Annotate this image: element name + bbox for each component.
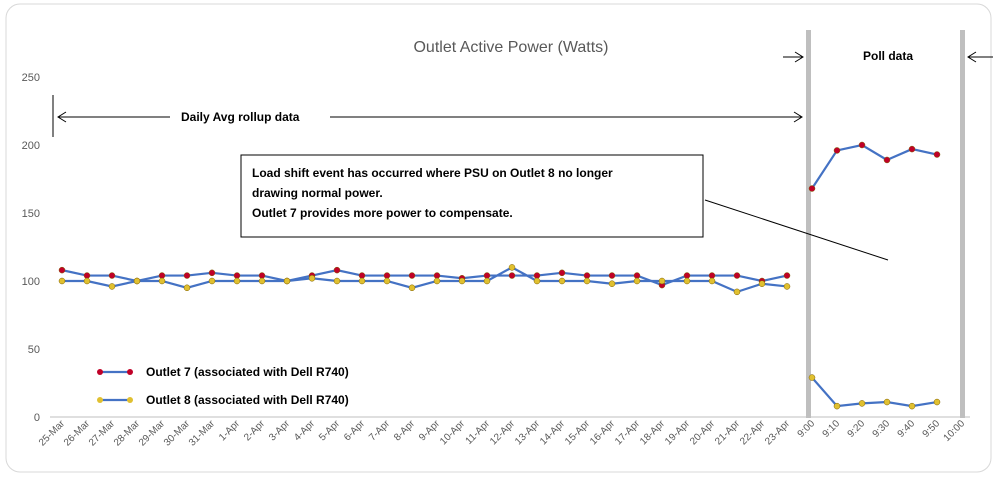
marker — [783, 283, 791, 290]
marker — [533, 272, 541, 279]
series-line — [62, 266, 788, 294]
marker — [58, 266, 66, 274]
marker — [83, 277, 91, 285]
marker — [358, 277, 366, 285]
marker — [808, 185, 816, 192]
marker — [558, 277, 566, 285]
marker — [933, 398, 941, 406]
marker — [408, 272, 416, 279]
section-label: Poll data — [863, 49, 913, 63]
marker — [183, 272, 191, 279]
y-tick-label: 150 — [22, 208, 40, 220]
marker — [433, 277, 441, 285]
annotation: Outlet 7 provides more power to compensa… — [252, 206, 513, 220]
marker — [108, 283, 116, 290]
marker — [158, 272, 166, 279]
marker — [683, 277, 691, 285]
marker — [883, 156, 891, 164]
marker — [558, 269, 566, 277]
marker — [733, 288, 741, 296]
legend-marker — [127, 369, 133, 375]
marker — [233, 277, 241, 285]
y-tick-label: 0 — [34, 412, 40, 424]
marker — [383, 277, 391, 285]
y-tick-label: 200 — [22, 140, 40, 152]
legend-label: Outlet 7 (associated with Dell R740) — [146, 365, 349, 379]
divider — [960, 30, 965, 418]
marker — [933, 151, 941, 158]
marker — [908, 145, 916, 153]
y-tick-label: 250 — [22, 72, 40, 84]
marker — [358, 272, 366, 279]
marker — [708, 272, 716, 279]
legend-marker — [127, 397, 133, 403]
marker — [333, 277, 341, 285]
marker — [908, 402, 916, 410]
series-line — [811, 376, 938, 408]
series-line — [61, 268, 788, 287]
marker — [833, 147, 841, 154]
marker — [408, 284, 416, 292]
marker — [808, 374, 816, 381]
marker — [583, 277, 591, 285]
marker — [433, 272, 441, 279]
marker — [58, 277, 66, 285]
marker — [458, 277, 466, 285]
marker — [483, 272, 491, 279]
marker — [333, 266, 341, 274]
marker — [258, 277, 266, 285]
marker — [208, 277, 216, 285]
marker — [233, 272, 241, 279]
arrows — [52, 51, 993, 261]
marker — [633, 277, 641, 285]
legend-marker — [97, 397, 103, 403]
marker — [508, 264, 516, 271]
marker — [383, 272, 391, 279]
marker — [158, 277, 166, 285]
chart-title: Outlet Active Power (Watts) — [413, 39, 608, 56]
marker — [633, 272, 641, 279]
marker — [283, 277, 291, 285]
series-line — [811, 143, 938, 190]
marker — [858, 400, 866, 407]
marker — [583, 272, 591, 279]
marker — [483, 277, 491, 285]
marker — [508, 272, 516, 279]
marker — [883, 398, 891, 406]
marker — [258, 272, 266, 279]
marker — [708, 277, 716, 285]
marker — [133, 277, 141, 285]
marker — [608, 280, 616, 287]
marker — [83, 272, 91, 279]
marker — [108, 272, 116, 279]
divider — [806, 30, 811, 418]
marker — [208, 269, 216, 277]
legend-marker — [97, 369, 103, 375]
annotation: drawing normal power. — [252, 186, 383, 200]
annotation-box — [240, 154, 704, 238]
section-label: Daily Avg rollup data — [181, 110, 300, 124]
marker — [308, 275, 316, 282]
frame — [5, 3, 992, 473]
marker — [608, 272, 616, 279]
marker — [658, 277, 666, 285]
legend-label: Outlet 8 (associated with Dell R740) — [146, 393, 349, 407]
marker — [533, 277, 541, 285]
marker — [183, 284, 191, 292]
y-tick-label: 100 — [22, 276, 40, 288]
marker — [733, 272, 741, 279]
marker — [683, 272, 691, 279]
y-tick-label: 50 — [28, 344, 40, 356]
marker — [783, 272, 791, 279]
marker — [833, 402, 841, 410]
marker — [758, 280, 766, 287]
marker — [858, 141, 866, 149]
annotation: Load shift event has occurred where PSU … — [252, 166, 613, 180]
